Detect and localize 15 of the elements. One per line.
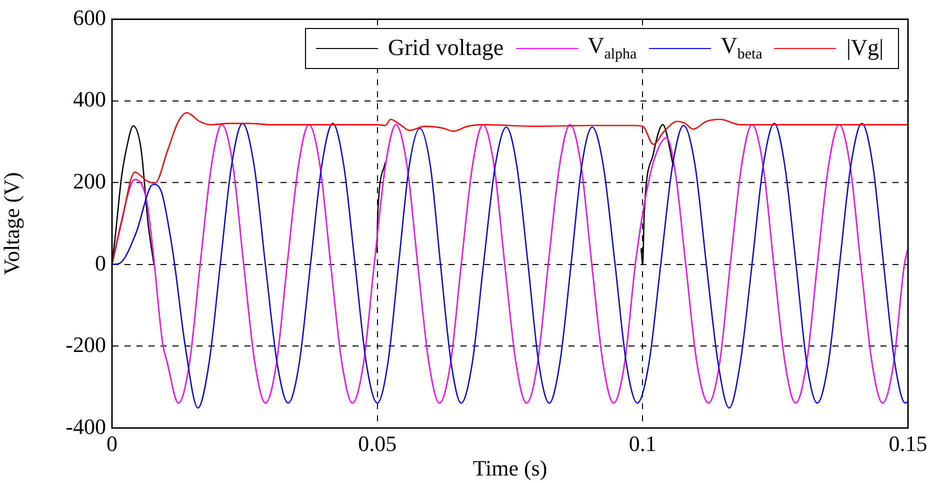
- x-axis-title: Time (s): [472, 456, 548, 481]
- legend-label: |Vg|: [846, 35, 884, 62]
- x-tick-label: 0.1: [628, 430, 656, 456]
- legend-label: V$_{alpha}$: [588, 33, 637, 64]
- legend-label: Grid voltage: [388, 35, 504, 62]
- y-tick-label: 0: [95, 250, 106, 276]
- legend-label: V$_{beta}$: [720, 33, 762, 64]
- y-tick-label: -400: [66, 414, 106, 439]
- x-tick-label: 0.15: [888, 430, 928, 456]
- y-tick-label: 200: [73, 168, 106, 194]
- y-axis-title: Voltage (V): [0, 172, 24, 276]
- y-tick-label: 600: [73, 4, 106, 30]
- y-tick-label: -200: [66, 332, 106, 358]
- y-tick-label: 400: [73, 86, 106, 112]
- x-tick-label: 0.05: [358, 430, 397, 456]
